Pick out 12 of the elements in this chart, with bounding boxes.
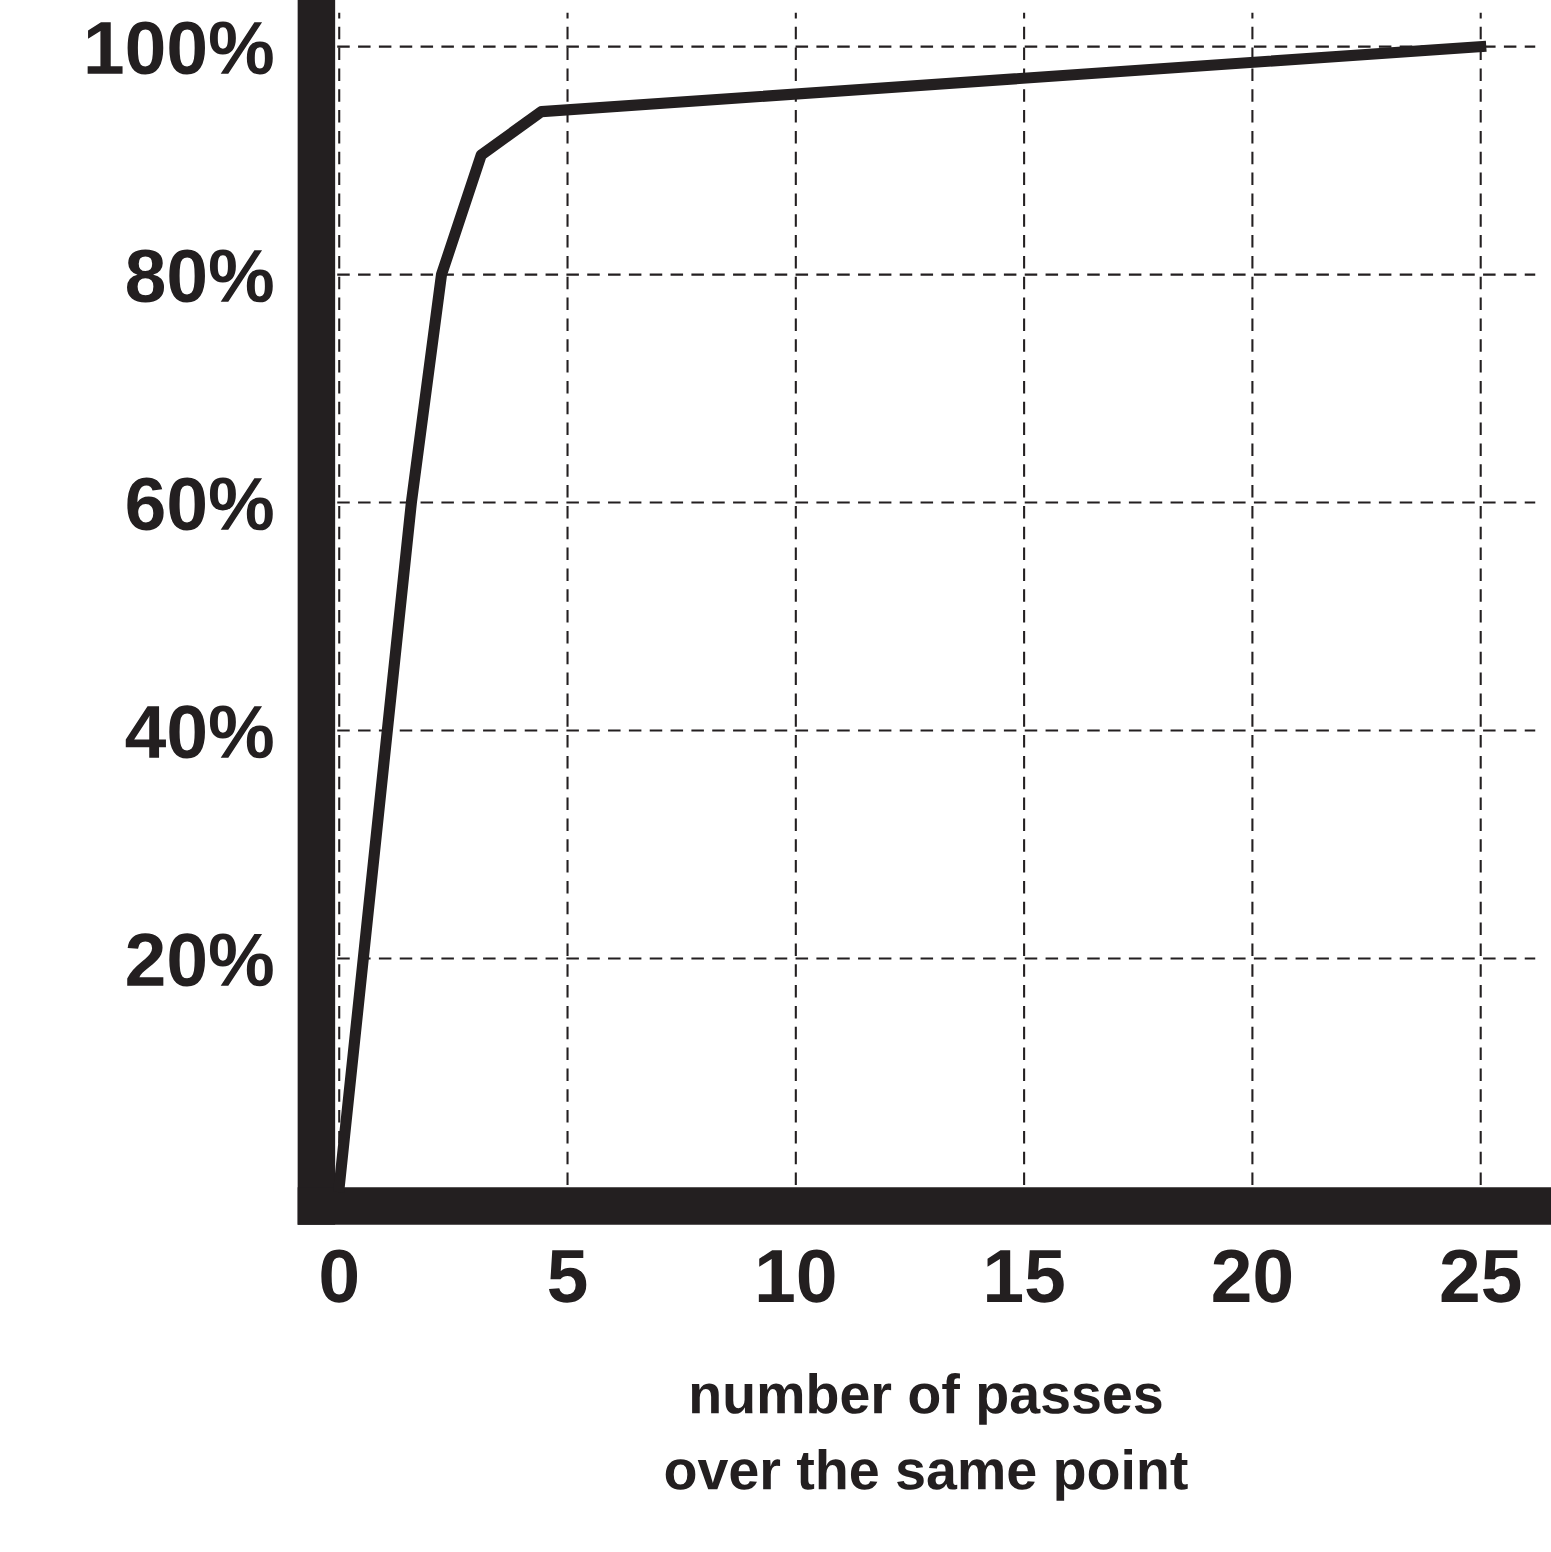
x-tick-label: 10: [758, 1249, 835, 1303]
y-tick-label: 60%: [127, 477, 273, 531]
x-tick-label: 15: [987, 1250, 1064, 1303]
x-axis-title: number of passes over the same point: [665, 1373, 1188, 1501]
x-tick-label: 25: [1441, 1249, 1521, 1303]
y-tick-label: 40%: [125, 705, 273, 759]
y-tick-label: 80%: [127, 249, 273, 303]
y-tick-label: 20%: [127, 933, 273, 987]
x-tick-label: 0: [321, 1249, 358, 1303]
x-tick-label: 5: [548, 1250, 587, 1303]
y-tick-label: 100%: [87, 21, 273, 75]
x-tick-label: 20: [1213, 1249, 1292, 1303]
